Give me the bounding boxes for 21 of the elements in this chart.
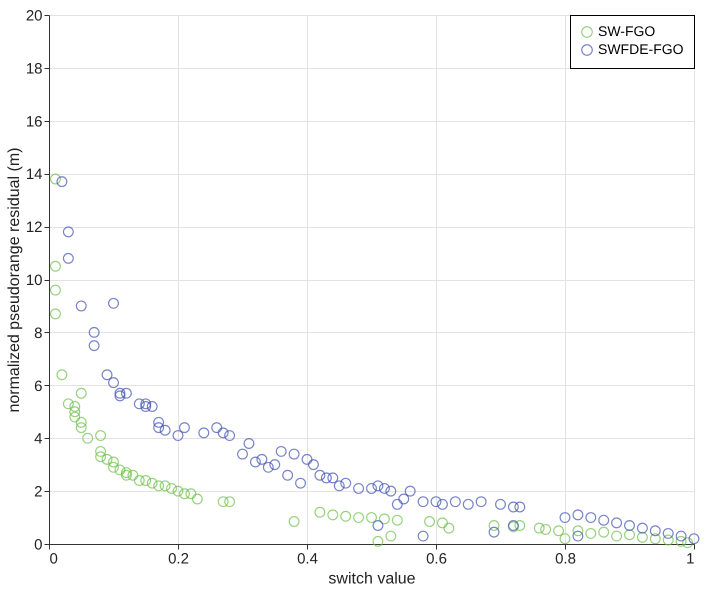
x-tick-label: 1 xyxy=(686,550,694,568)
y-tick-label: 18 xyxy=(26,60,42,78)
x-tick-label: 0.6 xyxy=(426,550,447,568)
y-tick-label: 16 xyxy=(26,113,42,130)
y-tick-label: 2 xyxy=(34,484,42,501)
y-tick-label: 10 xyxy=(26,272,42,289)
y-tick-label: 12 xyxy=(26,219,42,236)
legend-label: SWFDE-FGO xyxy=(598,41,684,57)
x-tick-label: 0.2 xyxy=(168,550,189,568)
x-tick-label: 0 xyxy=(50,550,58,568)
x-tick-label: 0.8 xyxy=(555,550,576,568)
y-tick-label: 6 xyxy=(34,378,42,395)
x-tick-label: 0.4 xyxy=(297,550,318,568)
x-axis-title: switch value xyxy=(328,570,416,588)
y-tick-label: 4 xyxy=(34,430,42,448)
y-tick-label: 14 xyxy=(26,166,42,184)
y-tick-label: 8 xyxy=(34,324,42,342)
y-tick-label: 0 xyxy=(34,536,42,554)
y-axis-title: normalized pseudorange residual (m) xyxy=(6,147,23,413)
y-tick-label: 20 xyxy=(26,8,42,24)
legend-label: SW-FGO xyxy=(598,23,656,39)
